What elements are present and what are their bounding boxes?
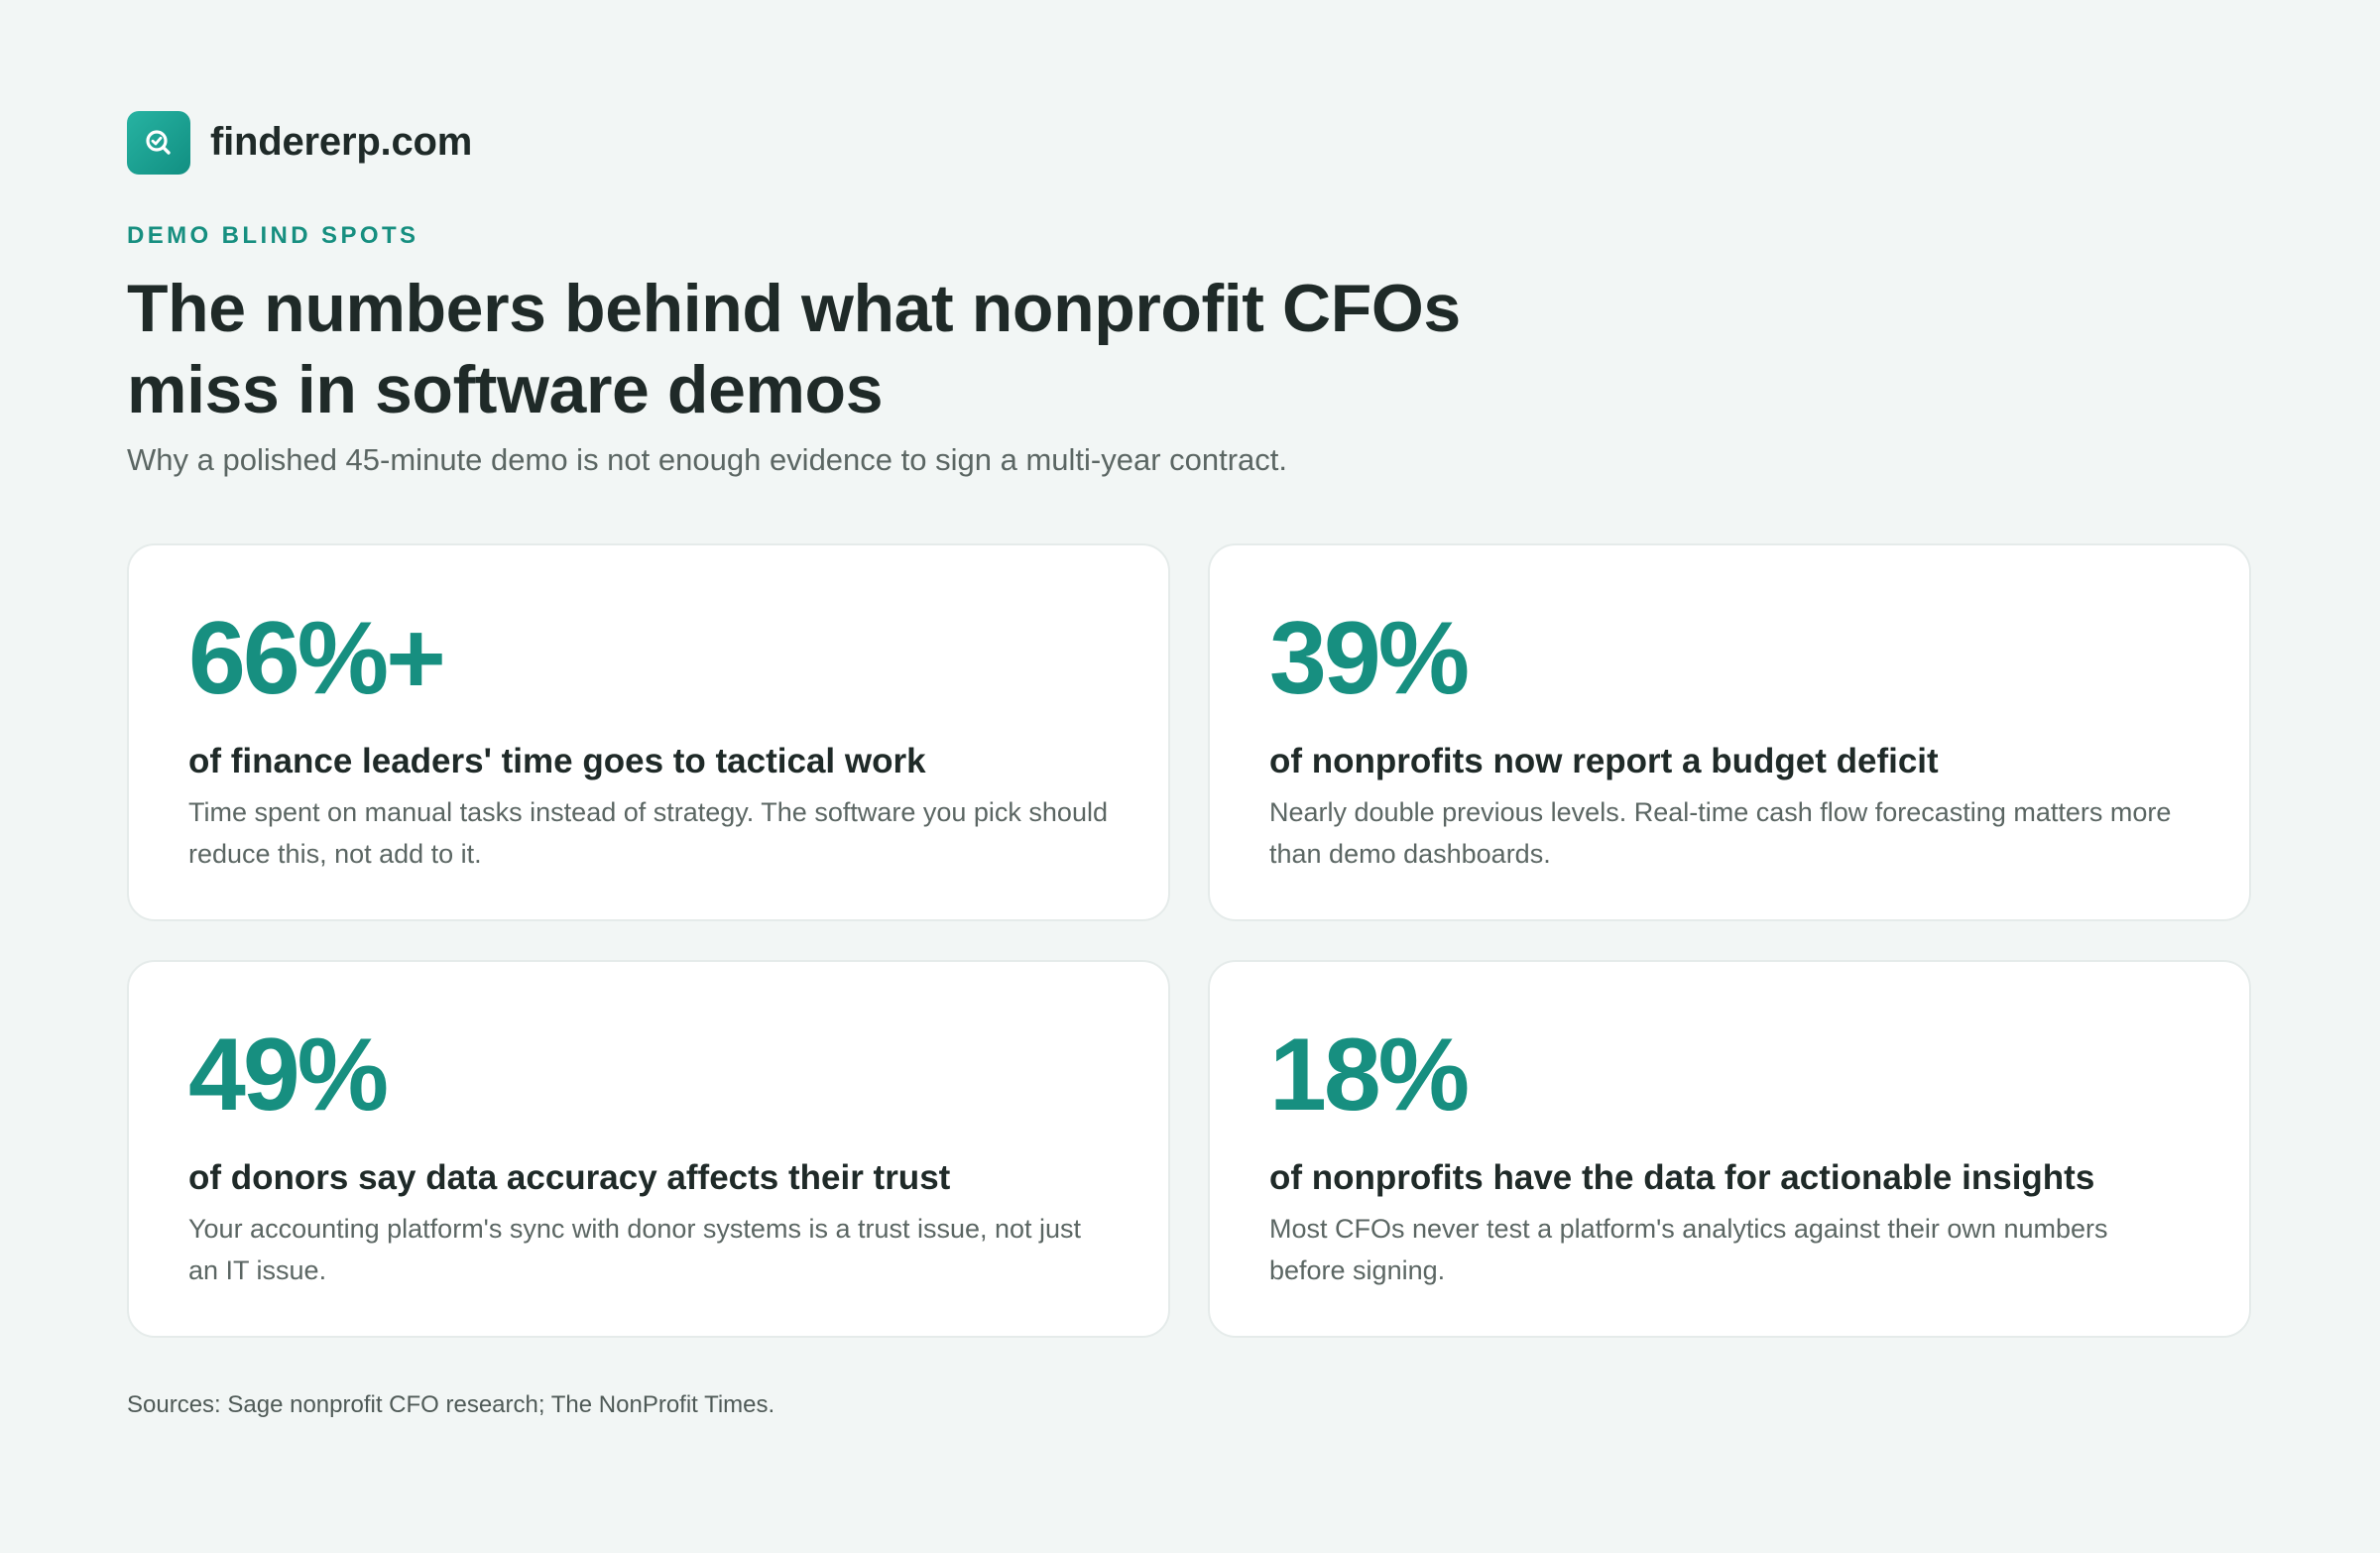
stat-description: Nearly double previous levels. Real-time… xyxy=(1269,797,2172,869)
stat-card: 18% of nonprofits have the data for acti… xyxy=(1208,960,2251,1338)
brand-logo xyxy=(127,110,190,175)
stat-value: 39% xyxy=(1269,601,1470,716)
stat-card: 49% of donors say data accuracy affects … xyxy=(127,960,1170,1338)
stats-grid: 66%+ of finance leaders' time goes to ta… xyxy=(127,543,2253,1338)
page-subtitle: Why a polished 45-minute demo is not eno… xyxy=(127,442,1288,477)
stat-description: Time spent on manual tasks instead of st… xyxy=(188,797,1108,869)
stat-card: 66%+ of finance leaders' time goes to ta… xyxy=(127,543,1170,921)
sources-footnote: Sources: Sage nonprofit CFO research; Th… xyxy=(127,1391,775,1418)
eyebrow-label: DEMO BLIND SPOTS xyxy=(127,222,419,249)
stat-value: 18% xyxy=(1269,1017,1470,1133)
stat-label: of nonprofits now report a budget defici… xyxy=(1269,742,1939,780)
stat-description: Your accounting platform's sync with don… xyxy=(188,1214,1082,1285)
search-check-icon xyxy=(146,129,171,155)
brand-header: findererp.com xyxy=(127,110,2253,175)
page-title: The numbers behind what nonprofit CFOs m… xyxy=(127,271,1461,427)
stat-label: of donors say data accuracy affects thei… xyxy=(188,1158,951,1197)
stat-label: of finance leaders' time goes to tactica… xyxy=(188,742,926,780)
stat-value: 49% xyxy=(188,1017,389,1133)
brand-name: findererp.com xyxy=(210,120,473,164)
stat-label: of nonprofits have the data for actionab… xyxy=(1269,1158,2095,1197)
page: findererp.com DEMO BLIND SPOTS The numbe… xyxy=(127,110,2253,1420)
stat-description: Most CFOs never test a platform's analyt… xyxy=(1269,1214,2108,1285)
stat-value: 66%+ xyxy=(188,601,446,716)
stat-card: 39% of nonprofits now report a budget de… xyxy=(1208,543,2251,921)
